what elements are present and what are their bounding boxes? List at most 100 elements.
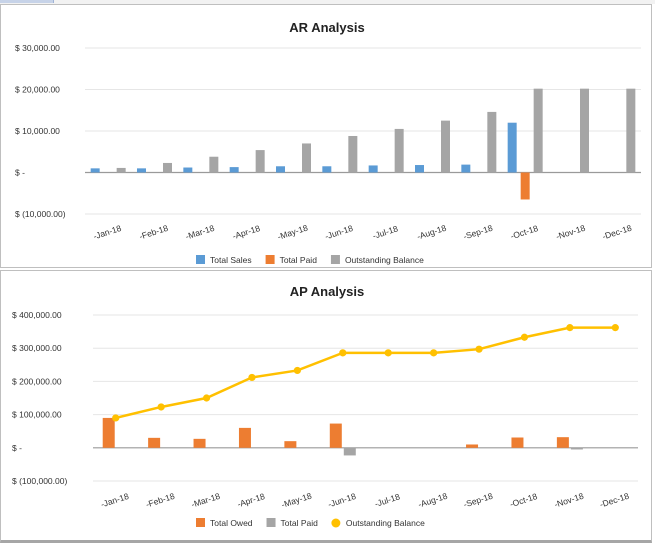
ar-y-tick-label: $ 20,000.00 bbox=[15, 85, 60, 95]
ap-bar-total-owed bbox=[102, 417, 115, 448]
ap-y-tick-label: $ 100,000.00 bbox=[12, 410, 62, 420]
ap-y-tick-label: $ 200,000.00 bbox=[12, 376, 62, 386]
ar-bar-outstanding-balance bbox=[348, 135, 358, 173]
ap-x-tick-label: -Feb-18 bbox=[144, 491, 176, 510]
ap-point-outstanding-balance bbox=[293, 366, 301, 375]
ar-chart-title: AR Analysis bbox=[289, 20, 364, 35]
ar-x-tick-label: -Jan-18 bbox=[92, 223, 123, 242]
ap-x-tick-label: -Jun-18 bbox=[327, 491, 358, 510]
ar-legend-label: Total Paid bbox=[280, 255, 318, 265]
ar-y-tick-label: $ (10,000.00) bbox=[15, 209, 66, 219]
ap-chart-svg: AP Analysis $ (100,000.00) $ - $ 100,000.0… bbox=[12, 284, 638, 528]
ap-x-tick-label: -Mar-18 bbox=[190, 491, 222, 510]
ar-x-tick-label: -Aug-18 bbox=[416, 223, 448, 242]
ap-point-outstanding-balance bbox=[384, 349, 392, 357]
ap-x-tick-label: -Aug-18 bbox=[417, 491, 449, 510]
ap-point-outstanding-balance bbox=[339, 349, 347, 357]
ap-y-tick-label: $ 300,000.00 bbox=[12, 343, 62, 353]
ar-bar-outstanding-balance bbox=[116, 167, 126, 173]
ap-point-outstanding-balance bbox=[112, 414, 120, 422]
ap-x-tick-label: -May-18 bbox=[280, 490, 313, 509]
ar-bar-outstanding-balance bbox=[163, 162, 172, 173]
ap-chart-title: AP Analysis bbox=[290, 284, 364, 299]
ar-x-tick-label: -May-18 bbox=[276, 222, 309, 241]
ap-bar-total-owed bbox=[148, 437, 161, 448]
ar-y-tick-label: $ - bbox=[15, 168, 25, 178]
ar-x-tick-label: -Oct-18 bbox=[509, 223, 539, 241]
ap-point-outstanding-balance bbox=[566, 324, 574, 332]
ap-y-tick-label: $ (100,000.00) bbox=[12, 476, 67, 486]
ar-bar-total-sales bbox=[183, 167, 193, 173]
top-strip bbox=[0, 0, 655, 4]
ar-x-axis: -Jan-18 -Feb-18 -Mar-18 -Apr-18 -May-18 -Jun-… bbox=[92, 222, 633, 241]
ar-chart-panel[interactable]: AR Analysis $ (10,000.00) $ - $ 10,000.00 $… bbox=[0, 4, 652, 268]
ar-legend-item-total-sales: Total Sales bbox=[196, 255, 252, 265]
ar-bar-total-sales bbox=[415, 165, 424, 173]
ap-y-tick-label: $ - bbox=[12, 443, 22, 453]
ar-legend-swatch bbox=[196, 255, 205, 264]
ap-legend-label: Total Paid bbox=[281, 518, 319, 528]
ar-x-tick-label: -Feb-18 bbox=[138, 223, 170, 242]
ap-legend-label: Total Owed bbox=[210, 518, 253, 528]
ap-x-tick-label: -Sep-18 bbox=[462, 491, 494, 510]
ap-legend-swatch bbox=[196, 518, 205, 527]
ar-legend-swatch bbox=[265, 255, 275, 264]
ar-bar-outstanding-balance bbox=[209, 156, 219, 173]
ar-bars bbox=[90, 88, 636, 200]
ap-legend-item-total-paid: Total Paid bbox=[266, 518, 319, 528]
ar-legend-item-outstanding-balance: Outstanding Balance bbox=[330, 255, 424, 265]
ar-bar-total-sales bbox=[90, 168, 100, 173]
ar-x-tick-label: -Apr-18 bbox=[231, 223, 261, 241]
ap-bar-total-owed bbox=[511, 437, 524, 448]
ar-x-tick-label: -Mar-18 bbox=[184, 223, 216, 242]
ap-point-outstanding-balance bbox=[202, 394, 211, 402]
ap-legend-marker bbox=[331, 518, 341, 528]
ar-bar-outstanding-balance bbox=[255, 150, 265, 173]
ap-legend-label: Outstanding Balance bbox=[346, 518, 425, 528]
ap-bar-total-paid bbox=[570, 447, 583, 450]
ar-x-tick-label: -Dec-18 bbox=[601, 223, 633, 242]
ap-y-tick-label: $ 400,000.00 bbox=[12, 310, 62, 320]
ar-bar-outstanding-balance bbox=[533, 88, 543, 173]
ap-legend-item-total-owed: Total Owed bbox=[196, 518, 253, 528]
ap-line-outstanding-balance bbox=[115, 326, 616, 420]
ar-bar-outstanding-balance bbox=[487, 111, 497, 173]
ap-point-outstanding-balance bbox=[475, 345, 483, 353]
ar-bar-outstanding-balance bbox=[394, 128, 404, 173]
ar-bar-total-sales bbox=[229, 167, 239, 173]
ar-bar-total-sales bbox=[137, 168, 146, 173]
ap-y-axis: $ (100,000.00) $ - $ 100,000.00 $ 200,000.0… bbox=[12, 310, 67, 486]
selection-mark bbox=[0, 0, 54, 3]
ap-x-tick-label: -Dec-18 bbox=[598, 491, 630, 510]
ar-bar-outstanding-balance bbox=[580, 88, 589, 173]
ap-x-tick-label: -Nov-18 bbox=[553, 491, 585, 510]
ap-point-outstanding-balance bbox=[248, 373, 256, 382]
ap-bar-total-owed bbox=[556, 437, 569, 448]
ar-legend-label: Outstanding Balance bbox=[345, 255, 424, 265]
ar-x-tick-label: -Nov-18 bbox=[555, 223, 587, 242]
ar-legend: Total Sales Total Paid Outstanding Balance bbox=[196, 255, 424, 265]
ar-y-tick-label: $ 10,000.00 bbox=[15, 126, 60, 136]
ap-chart-panel[interactable]: AP Analysis $ (100,000.00) $ - $ 100,000.0… bbox=[0, 270, 652, 543]
ar-x-tick-label: -Jun-18 bbox=[324, 223, 355, 242]
ar-chart-svg: AR Analysis $ (10,000.00) $ - $ 10,000.00 $… bbox=[15, 20, 641, 265]
ar-bar-total-sales bbox=[368, 165, 378, 173]
ap-line-series bbox=[112, 324, 619, 422]
ap-bar-total-owed bbox=[284, 441, 297, 448]
ar-bar-outstanding-balance bbox=[626, 88, 636, 173]
ar-gridlines bbox=[85, 47, 641, 215]
ap-legend-swatch bbox=[266, 518, 276, 527]
ap-bars bbox=[102, 417, 583, 456]
ap-x-axis: -Jan-18 -Feb-18 -Mar-18 -Apr-18 -May-18 -Jun-… bbox=[100, 490, 631, 509]
ar-x-tick-label: -Sep-18 bbox=[462, 223, 494, 242]
ar-bar-total-sales bbox=[322, 166, 332, 173]
ar-x-tick-label: -Jul-18 bbox=[371, 223, 399, 241]
ar-bar-total-sales bbox=[276, 166, 285, 173]
ar-y-tick-label: $ 30,000.00 bbox=[15, 43, 60, 53]
ap-x-tick-label: -Apr-18 bbox=[236, 491, 266, 509]
ap-point-outstanding-balance bbox=[520, 333, 529, 341]
ap-point-outstanding-balance bbox=[157, 403, 165, 411]
ap-bar-total-owed bbox=[466, 444, 479, 448]
ar-legend-swatch bbox=[330, 255, 340, 264]
